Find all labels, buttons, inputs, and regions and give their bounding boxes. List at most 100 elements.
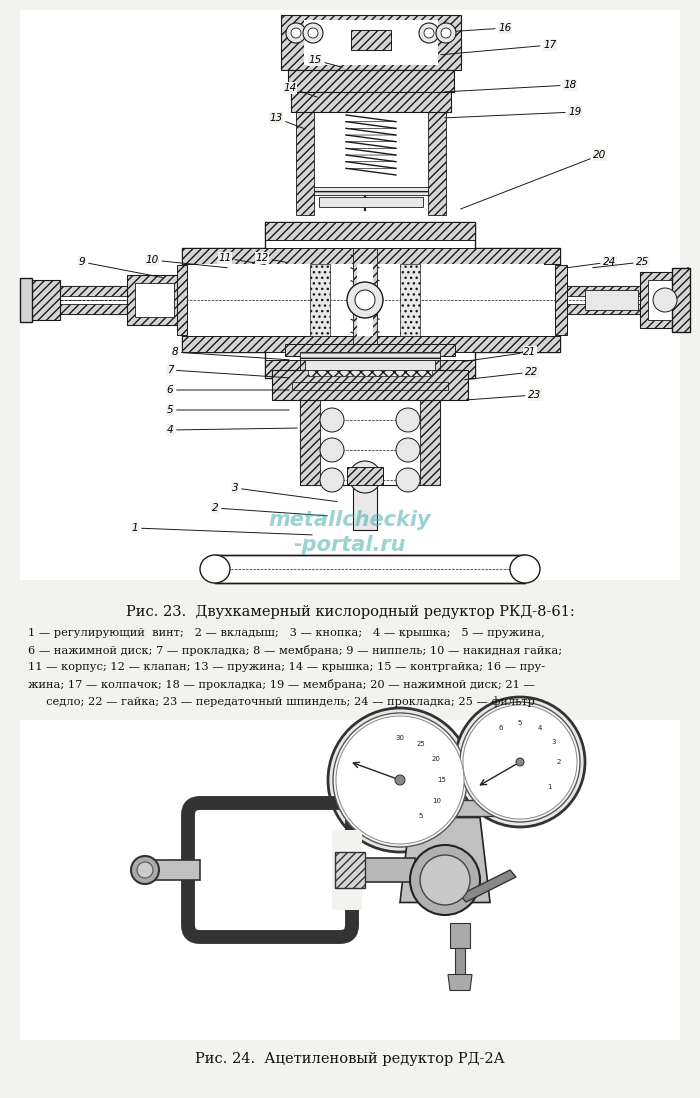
Bar [304, 20, 438, 65]
Bar [347, 467, 383, 485]
Text: 1: 1 [547, 784, 552, 791]
Circle shape [131, 856, 159, 884]
Text: 4: 4 [538, 725, 542, 731]
Bar [300, 352, 320, 485]
Bar [455, 948, 465, 977]
Text: -portal.ru: -portal.ru [294, 535, 406, 554]
Bar [20, 10, 680, 580]
Circle shape [396, 408, 420, 432]
Ellipse shape [510, 554, 540, 583]
Bar [215, 554, 525, 583]
Text: 10: 10 [146, 255, 228, 268]
Text: 6: 6 [167, 385, 289, 395]
Polygon shape [448, 975, 472, 990]
Bar [50, 285, 182, 296]
Bar [314, 187, 428, 195]
Bar [560, 304, 650, 314]
Circle shape [653, 288, 677, 312]
Bar [265, 222, 475, 378]
Bar [357, 264, 373, 336]
Circle shape [336, 716, 464, 844]
Text: 20: 20 [432, 757, 441, 762]
Text: 12: 12 [256, 253, 287, 264]
Text: 2: 2 [211, 503, 327, 516]
Bar [672, 268, 690, 332]
Text: 1: 1 [132, 523, 312, 535]
Circle shape [303, 23, 323, 43]
Text: 23: 23 [468, 390, 542, 400]
Bar [377, 264, 544, 336]
Bar [288, 70, 454, 92]
Text: 22: 22 [465, 367, 538, 380]
Text: жина; 17 — колпачок; 18 — прокладка; 19 — мембрана; 20 — нажимной диск; 21 —: жина; 17 — колпачок; 18 — прокладка; 19 … [28, 679, 535, 690]
Text: 18: 18 [444, 80, 577, 92]
Text: metallcheckiy: metallcheckiy [269, 509, 431, 530]
Bar [335, 858, 415, 882]
Circle shape [420, 855, 470, 905]
Bar [305, 360, 435, 370]
Text: 24: 24 [568, 257, 617, 268]
Bar [310, 264, 330, 336]
Circle shape [441, 29, 451, 38]
Circle shape [516, 758, 524, 766]
Bar [291, 92, 451, 112]
Bar [300, 352, 440, 485]
Circle shape [460, 702, 580, 822]
Circle shape [291, 29, 301, 38]
Bar [50, 285, 182, 314]
Bar [198, 264, 353, 336]
Circle shape [463, 705, 577, 819]
Circle shape [137, 862, 153, 878]
Circle shape [328, 708, 472, 852]
Circle shape [286, 23, 306, 43]
Bar [428, 55, 446, 215]
Circle shape [419, 23, 439, 43]
Text: 30: 30 [395, 735, 405, 741]
Text: 6: 6 [498, 725, 503, 731]
Text: 21: 21 [463, 347, 537, 361]
Text: 3: 3 [232, 483, 337, 502]
Circle shape [436, 23, 456, 43]
Bar [127, 274, 182, 325]
Bar [335, 852, 365, 888]
Text: 16: 16 [433, 23, 512, 33]
Text: 5: 5 [518, 720, 522, 726]
Text: 9: 9 [78, 257, 162, 278]
Text: Рис. 24.  Ацетиленовый редуктор РД-2А: Рис. 24. Ацетиленовый редуктор РД-2А [195, 1052, 505, 1066]
Bar [281, 15, 461, 70]
Bar [182, 248, 560, 352]
Bar [265, 360, 475, 378]
Bar [560, 285, 650, 296]
Polygon shape [460, 870, 516, 901]
Bar [351, 30, 391, 51]
Bar [265, 222, 475, 240]
Text: Рис. 23.  Двухкамерный кислородный редуктор РКД-8-61:: Рис. 23. Двухкамерный кислородный редукт… [125, 605, 575, 619]
Bar [353, 248, 377, 352]
Text: 6 — нажимной диск; 7 — прокладка; 8 — мембрана; 9 — ниппель; 10 — накидная гайка: 6 — нажимной диск; 7 — прокладка; 8 — ме… [28, 645, 562, 656]
Text: 2: 2 [556, 759, 561, 765]
Bar [300, 352, 440, 360]
Text: 25: 25 [593, 257, 650, 268]
Circle shape [347, 282, 383, 318]
Circle shape [349, 461, 381, 493]
Bar [296, 55, 314, 215]
Circle shape [395, 775, 405, 785]
Bar [585, 290, 638, 310]
Bar [50, 304, 182, 314]
Circle shape [308, 29, 318, 38]
Text: 14: 14 [284, 83, 317, 97]
Bar [420, 352, 440, 485]
Ellipse shape [200, 554, 230, 583]
Bar [285, 344, 455, 356]
Bar [25, 280, 60, 320]
Text: 13: 13 [270, 113, 305, 130]
Bar [560, 285, 650, 314]
Text: 5: 5 [167, 405, 289, 415]
Bar [135, 283, 174, 317]
Text: 15: 15 [309, 55, 342, 67]
Text: 11 — корпус; 12 — клапан; 13 — пружина; 14 — крышка; 15 — контргайка; 16 — пру-: 11 — корпус; 12 — клапан; 13 — пружина; … [28, 662, 545, 672]
Text: седло; 22 — гайка; 23 — передаточный шпиндель; 24 — прокладка; 25 — фильтр: седло; 22 — гайка; 23 — передаточный шпи… [28, 696, 535, 707]
Bar [648, 280, 680, 320]
Text: 7: 7 [167, 365, 289, 378]
Text: 3: 3 [552, 739, 556, 746]
